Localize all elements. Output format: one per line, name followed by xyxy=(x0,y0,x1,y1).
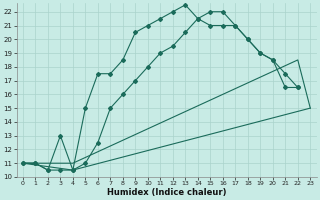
X-axis label: Humidex (Indice chaleur): Humidex (Indice chaleur) xyxy=(107,188,226,197)
